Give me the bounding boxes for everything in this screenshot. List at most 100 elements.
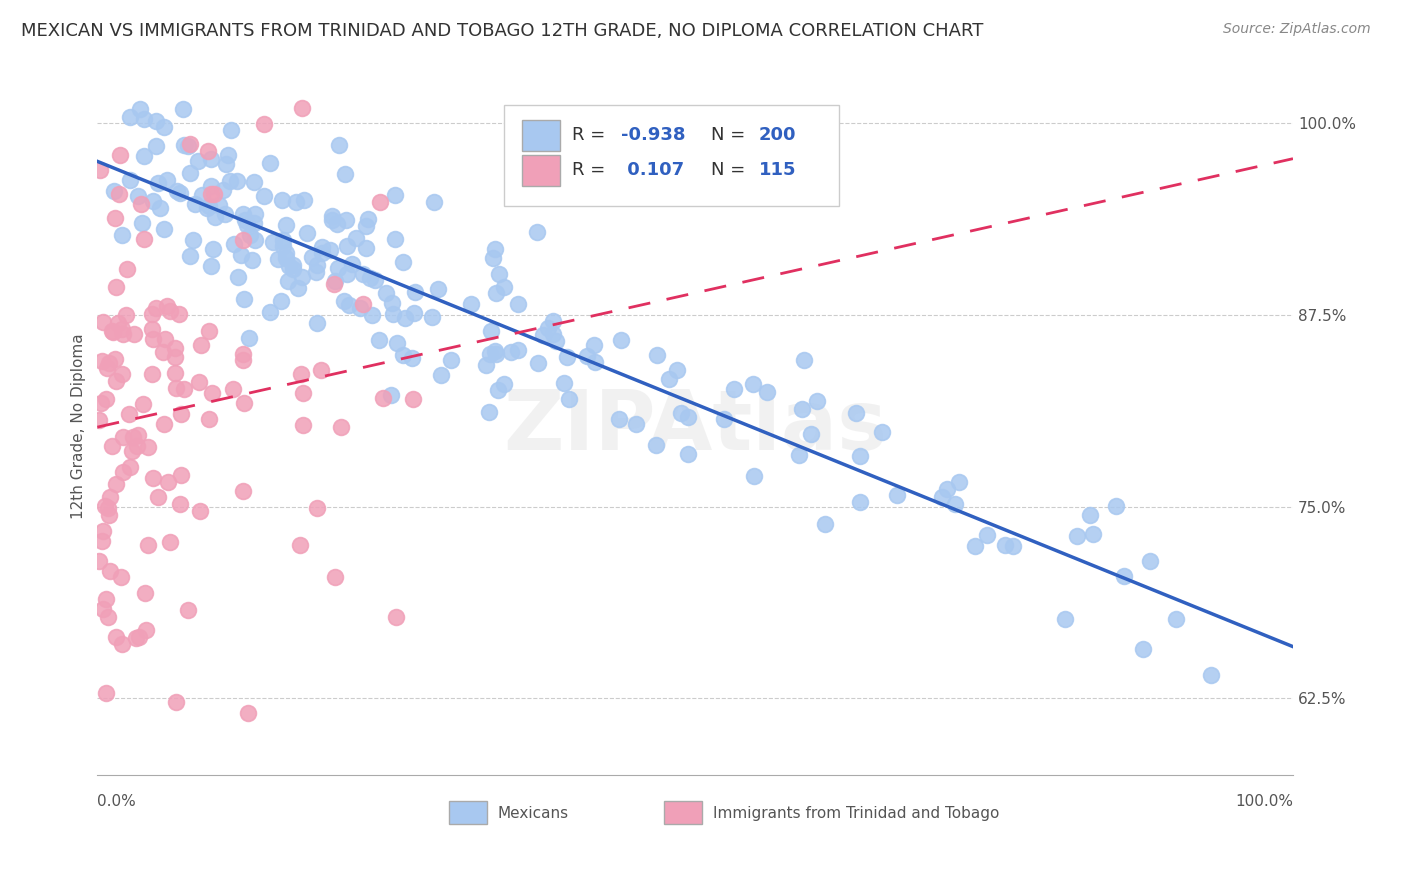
Point: [232, 346, 254, 360]
Point: [156, 299, 179, 313]
Point: [328, 261, 350, 276]
Point: [375, 285, 398, 300]
Text: ZIPAtlas: ZIPAtlas: [503, 385, 887, 467]
Point: [994, 538, 1017, 552]
Point: [243, 216, 266, 230]
Point: [131, 216, 153, 230]
Point: [849, 449, 872, 463]
Point: [202, 187, 225, 202]
Point: [159, 303, 181, 318]
Point: [931, 490, 953, 504]
Point: [494, 376, 516, 391]
Point: [107, 186, 129, 201]
Point: [107, 316, 129, 330]
Point: [200, 179, 222, 194]
Point: [336, 239, 359, 253]
FancyBboxPatch shape: [522, 155, 560, 186]
Point: [132, 397, 155, 411]
Point: [142, 471, 165, 485]
Point: [259, 156, 281, 170]
Text: R =: R =: [572, 127, 612, 145]
Point: [380, 388, 402, 402]
Point: [132, 149, 155, 163]
Point: [845, 406, 868, 420]
Point: [485, 286, 508, 301]
Point: [233, 395, 256, 409]
Point: [277, 274, 299, 288]
Point: [723, 382, 745, 396]
Point: [215, 156, 238, 170]
Point: [814, 516, 837, 531]
Point: [97, 500, 120, 515]
Point: [318, 244, 340, 258]
Point: [382, 307, 405, 321]
Point: [104, 477, 127, 491]
FancyBboxPatch shape: [522, 120, 560, 151]
Point: [101, 440, 124, 454]
Point: [1114, 569, 1136, 583]
Point: [173, 382, 195, 396]
Point: [301, 251, 323, 265]
Point: [104, 375, 127, 389]
Point: [1002, 539, 1025, 553]
Point: [165, 351, 187, 365]
Point: [224, 236, 246, 251]
Point: [187, 154, 209, 169]
Point: [333, 168, 356, 182]
Point: [198, 199, 221, 213]
Point: [576, 349, 599, 363]
Point: [135, 623, 157, 637]
Point: [169, 497, 191, 511]
Point: [141, 322, 163, 336]
Point: [484, 243, 506, 257]
Point: [291, 270, 314, 285]
Point: [198, 325, 221, 339]
Point: [111, 430, 134, 444]
Point: [285, 195, 308, 210]
Point: [742, 469, 765, 483]
Point: [91, 533, 114, 548]
Point: [115, 308, 138, 322]
Point: [128, 102, 150, 116]
Point: [117, 261, 139, 276]
Point: [322, 277, 344, 291]
Point: [110, 227, 132, 242]
Point: [128, 630, 150, 644]
Point: [404, 285, 426, 299]
Point: [741, 376, 763, 391]
Point: [420, 310, 443, 324]
Point: [94, 392, 117, 406]
Point: [134, 585, 156, 599]
Point: [478, 405, 501, 419]
Point: [262, 235, 284, 249]
Point: [305, 501, 328, 516]
Point: [658, 371, 681, 385]
Point: [200, 186, 222, 201]
Point: [105, 630, 128, 644]
Point: [101, 325, 124, 339]
Point: [222, 382, 245, 396]
Point: [479, 324, 502, 338]
Point: [200, 259, 222, 273]
Point: [337, 298, 360, 312]
Point: [236, 218, 259, 232]
Point: [368, 333, 391, 347]
Point: [271, 233, 294, 247]
Point: [94, 686, 117, 700]
Point: [948, 475, 970, 489]
Point: [200, 153, 222, 167]
Point: [666, 363, 689, 377]
Point: [179, 249, 201, 263]
Point: [226, 269, 249, 284]
Point: [142, 332, 165, 346]
Point: [392, 348, 415, 362]
Point: [212, 183, 235, 197]
Point: [1066, 529, 1088, 543]
Point: [936, 482, 959, 496]
Point: [484, 343, 506, 358]
Point: [756, 384, 779, 399]
Point: [392, 255, 415, 269]
Point: [609, 333, 631, 347]
Point: [1081, 527, 1104, 541]
Point: [163, 341, 186, 355]
